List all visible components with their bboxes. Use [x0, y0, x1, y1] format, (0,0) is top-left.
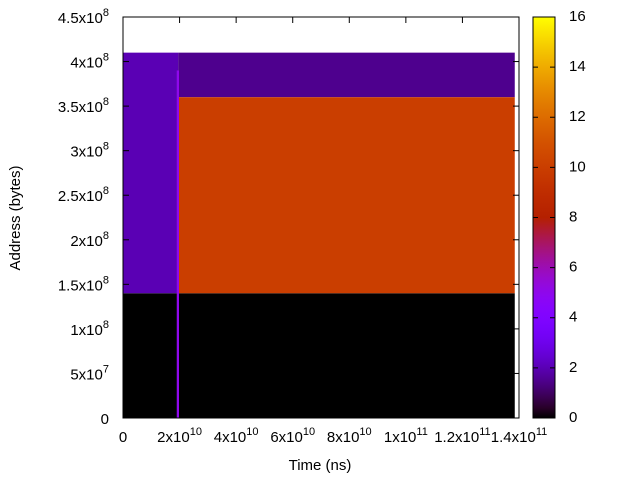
- tick-label: 2.5x108: [58, 185, 109, 205]
- tick-label: 6x1010: [270, 426, 315, 446]
- colorbar-tick-label: 10: [569, 158, 586, 175]
- tick-label: 2x108: [70, 230, 109, 250]
- colorbar-tick-label: 14: [569, 58, 586, 75]
- tick-label-base: 2.5x10: [58, 188, 103, 205]
- tick-label-base: 6x10: [270, 429, 303, 446]
- tick-label-exponent: 11: [536, 426, 547, 438]
- tick-label-base: 4.5x10: [58, 10, 103, 27]
- tick-label-base: 1.2x10: [434, 429, 479, 446]
- heat-region: [123, 293, 515, 418]
- colorbar-tick-label: 12: [569, 108, 586, 125]
- tick-label: 3x108: [70, 141, 109, 161]
- tick-label-exponent: 8: [103, 274, 109, 286]
- tick-label-exponent: 10: [246, 426, 258, 438]
- tick-label: 0: [101, 411, 109, 428]
- colorbar-tick-label: 8: [569, 208, 577, 225]
- tick-label-base: 1.5x10: [58, 277, 103, 294]
- tick-label-base: 4x10: [214, 429, 247, 446]
- tick-label-base: 1x10: [384, 429, 417, 446]
- heat-region: [123, 52, 179, 294]
- tick-label: 1x1011: [384, 426, 428, 446]
- tick-label-exponent: 8: [103, 51, 109, 63]
- tick-label: 1.4x1011: [491, 426, 547, 446]
- colorbar-tick-label: 16: [569, 8, 586, 25]
- tick-label-exponent: 8: [103, 7, 109, 19]
- heat-region: [178, 97, 515, 294]
- heat-region: [178, 52, 515, 98]
- tick-label-base: 4x10: [70, 55, 103, 72]
- tick-label-base: 1.4x10: [491, 429, 536, 446]
- y-axis-label: Address (bytes): [7, 165, 24, 270]
- tick-label: 1x108: [70, 319, 109, 339]
- tick-label-base: 3.5x10: [58, 99, 103, 116]
- tick-label: 1.2x1011: [434, 426, 490, 446]
- tick-label-exponent: 10: [303, 426, 315, 438]
- tick-label: 4.5x108: [58, 7, 109, 27]
- tick-label-base: 1x10: [70, 322, 103, 339]
- tick-label: 4x1010: [214, 426, 259, 446]
- tick-label: 2x1010: [157, 426, 202, 446]
- heat-region: [176, 70, 180, 418]
- tick-label: 3.5x108: [58, 96, 109, 116]
- tick-label-exponent: 10: [190, 426, 202, 438]
- tick-label: 5x107: [70, 363, 109, 383]
- tick-label-base: 3x10: [70, 144, 103, 161]
- tick-label-exponent: 8: [103, 230, 109, 242]
- tick-label-exponent: 8: [103, 141, 109, 153]
- colorbar-tick-label: 2: [569, 359, 577, 376]
- tick-label-base: 2x10: [157, 429, 190, 446]
- colorbar-tick-label: 4: [569, 309, 577, 326]
- tick-label: 4x108: [70, 51, 109, 71]
- tick-label: 0: [119, 429, 127, 446]
- colorbar-tick-label: 0: [569, 409, 577, 426]
- x-axis-label: Time (ns): [289, 457, 352, 474]
- tick-label: 1.5x108: [58, 274, 109, 294]
- tick-label-base: 2x10: [70, 233, 103, 250]
- tick-label-exponent: 8: [103, 319, 109, 331]
- tick-label-exponent: 11: [416, 426, 427, 438]
- tick-label-base: 8x10: [327, 429, 360, 446]
- tick-label-exponent: 10: [359, 426, 371, 438]
- colorbar-tick-label: 6: [569, 259, 577, 276]
- tick-label-base: 5x10: [70, 366, 103, 383]
- tick-label-exponent: 8: [103, 185, 109, 197]
- tick-label-exponent: 8: [103, 96, 109, 108]
- tick-label-exponent: 7: [103, 363, 109, 375]
- tick-label: 8x1010: [327, 426, 372, 446]
- plot-border: [122, 16, 520, 419]
- tick-label-exponent: 11: [479, 426, 490, 438]
